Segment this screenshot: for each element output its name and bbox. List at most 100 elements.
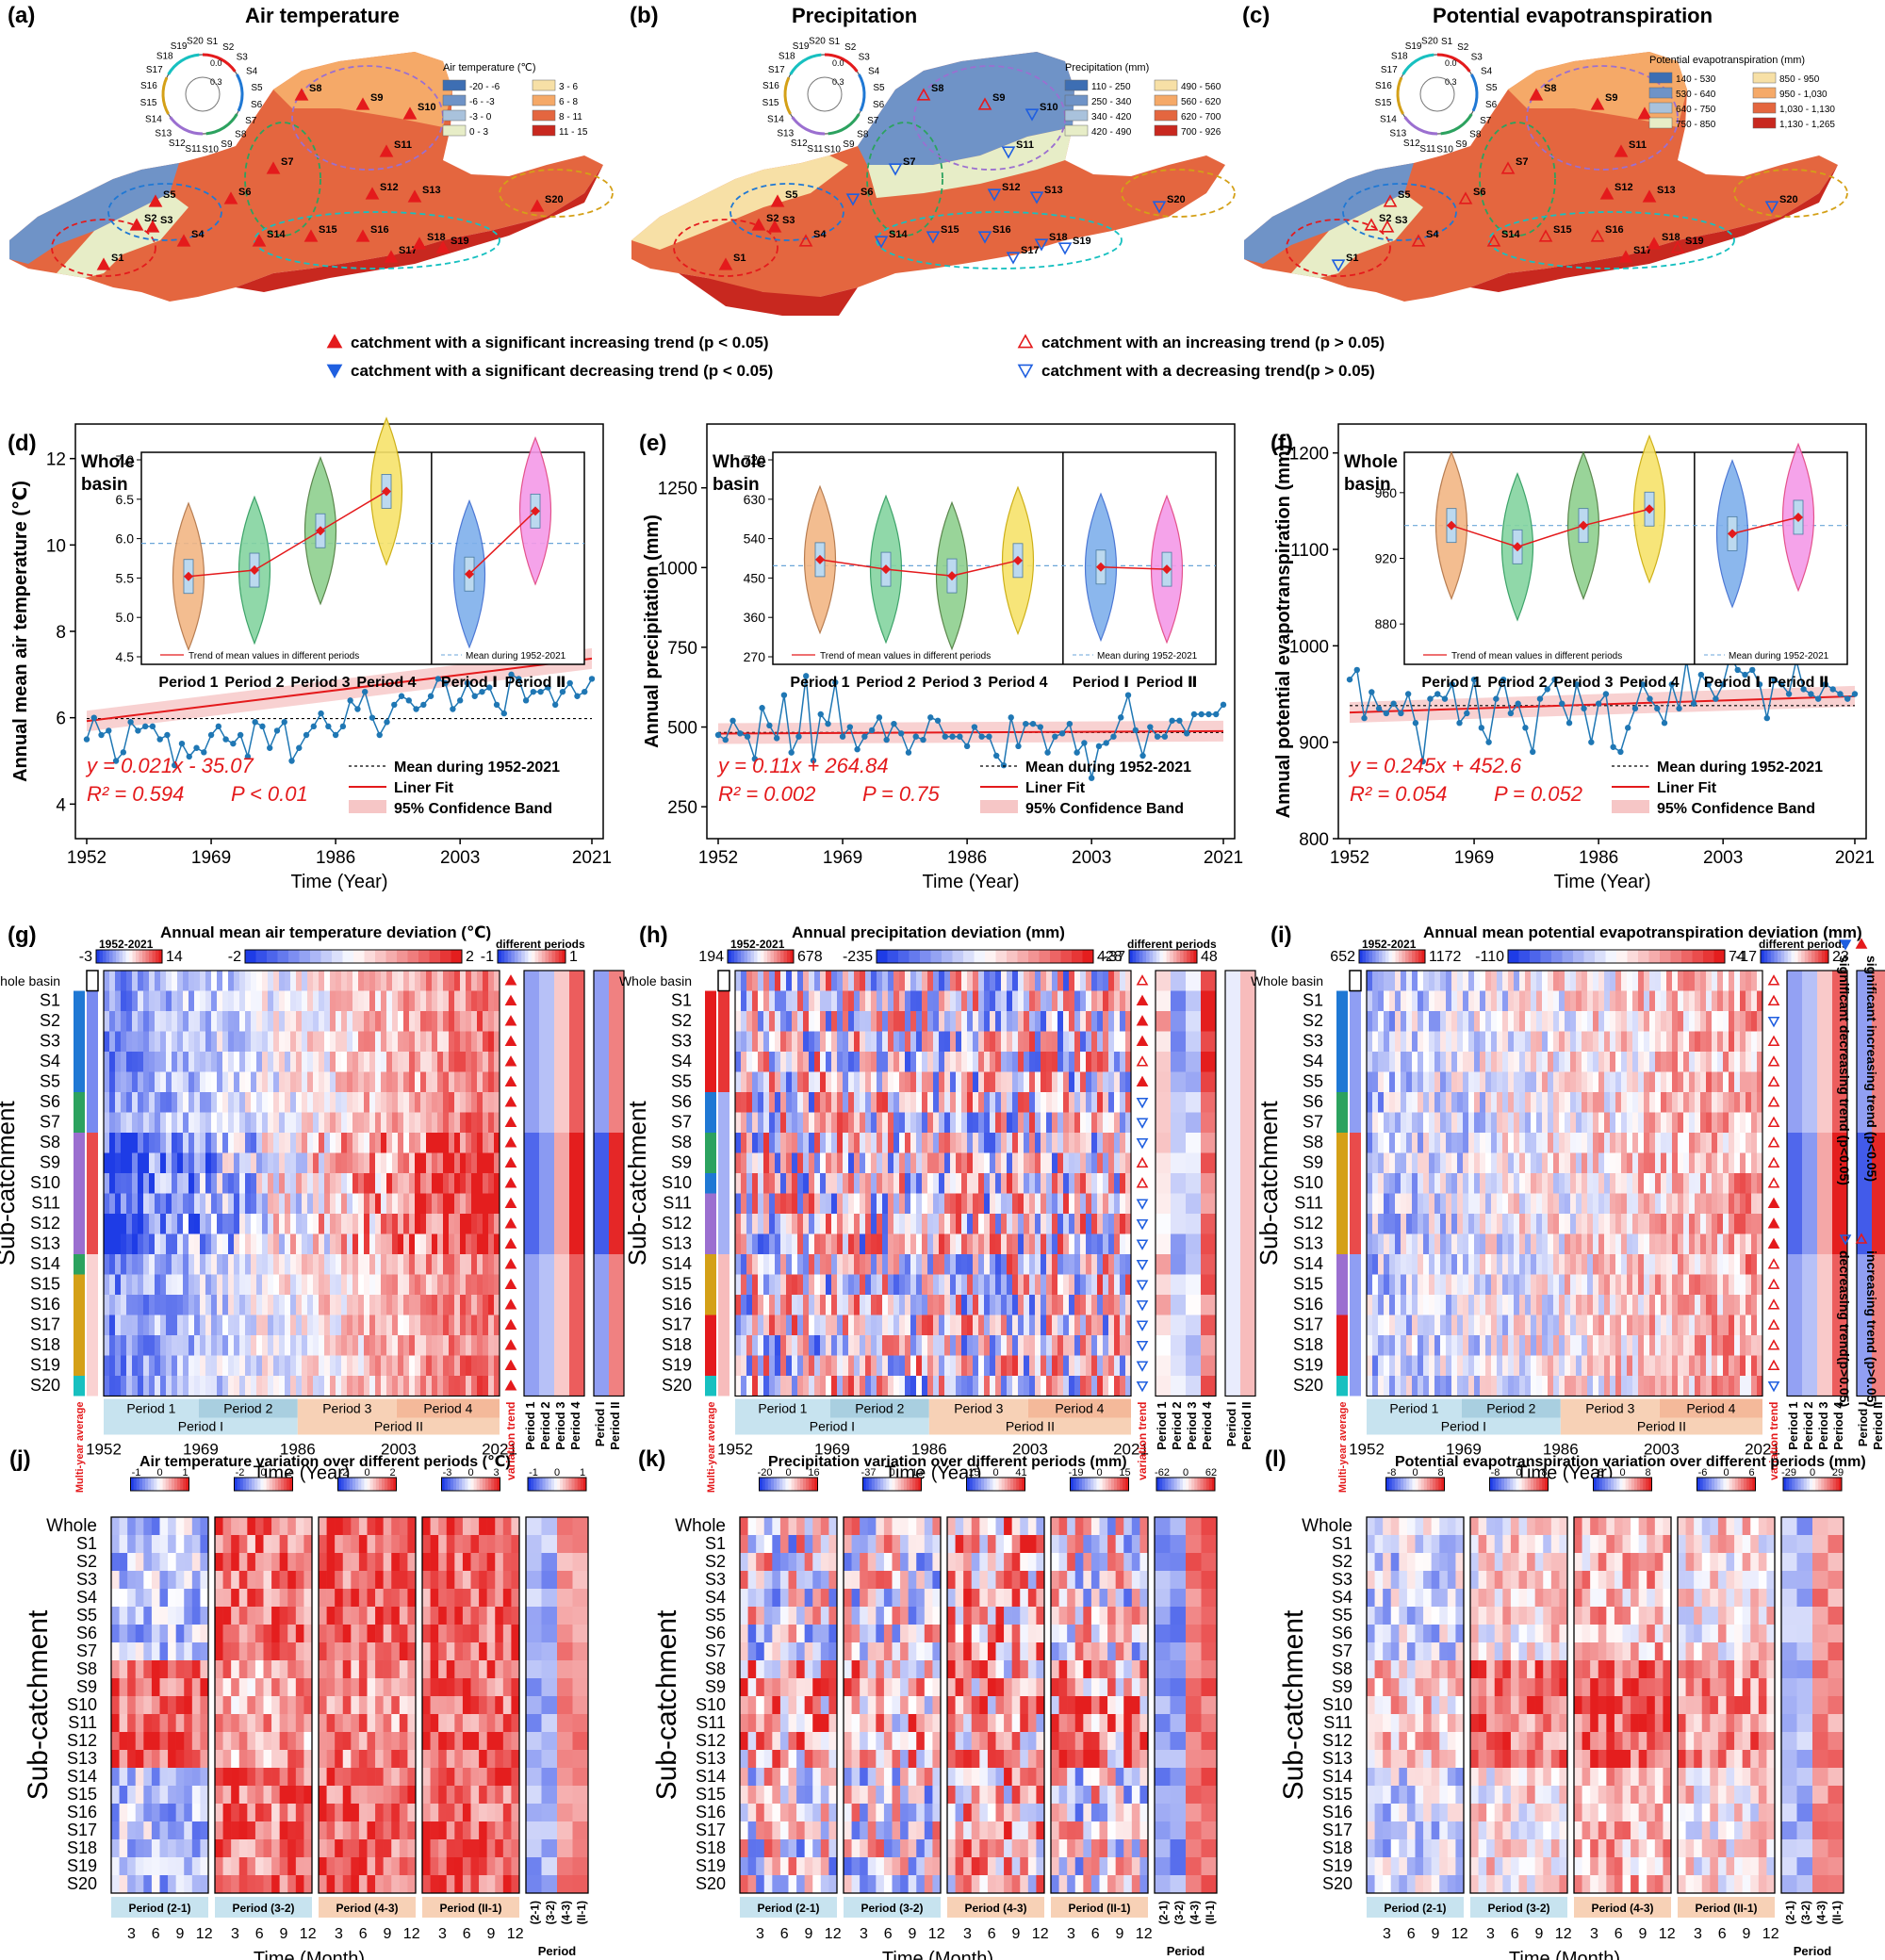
heat-cell	[1746, 971, 1752, 991]
heat-cell	[1519, 1031, 1526, 1053]
legend-swatch	[442, 124, 467, 137]
heat-cell	[854, 1355, 861, 1377]
heat-cell	[741, 1031, 747, 1053]
catchment-marker	[355, 229, 370, 242]
heat-cell	[126, 1133, 133, 1153]
colorbar-segment	[942, 950, 953, 963]
heat-cell	[950, 1071, 957, 1093]
heat-cell	[352, 971, 359, 991]
catchment-label: S19	[451, 236, 469, 247]
trend-marker	[504, 994, 517, 1006]
avg-cell	[87, 1214, 98, 1234]
dendrogram-leaf-label: S17	[146, 65, 163, 75]
cluster-cell	[74, 1335, 85, 1356]
heat-cell	[188, 1071, 195, 1093]
y-axis-title: Annual potential evapotranspiration (mm)	[1273, 445, 1294, 819]
heat-cell	[1565, 990, 1571, 1012]
heat-cell	[1514, 990, 1520, 1012]
catchment-label: S2	[144, 213, 156, 224]
heat-cell	[364, 1092, 370, 1113]
heat-cell	[177, 1274, 184, 1296]
period-cell	[1201, 1233, 1216, 1254]
inset-title: basin	[1344, 475, 1391, 495]
heat-cell	[826, 1214, 832, 1234]
heat-cell	[826, 1031, 832, 1053]
legend-swatch	[1648, 87, 1673, 99]
x-tick-label: 1952	[1330, 848, 1369, 868]
colorbar-segment	[517, 950, 522, 963]
heat-cell	[1689, 1071, 1696, 1093]
heat-cell	[882, 971, 889, 991]
heat-cell	[403, 1376, 410, 1396]
heat-cell	[741, 1376, 747, 1396]
heat-cell	[1480, 1011, 1486, 1032]
heat-cell	[1610, 1092, 1616, 1113]
heat-cell	[1029, 971, 1036, 991]
heat-cell	[1007, 1254, 1013, 1275]
heat-cell	[449, 1031, 455, 1053]
heat-cell	[995, 1133, 1002, 1153]
heat-cell	[984, 990, 991, 1012]
heat-cell	[1080, 1335, 1087, 1356]
heat-cell	[155, 990, 161, 1012]
colorbar-segment	[930, 950, 942, 963]
heat-cell	[126, 1152, 133, 1174]
heat-cell	[758, 1335, 764, 1356]
heat-cell	[769, 971, 776, 991]
heat-cell	[752, 1335, 759, 1356]
period-cell	[554, 1092, 569, 1113]
heat-cell	[837, 1355, 844, 1377]
heat-cell	[1689, 990, 1696, 1012]
cluster-cell	[705, 1193, 716, 1214]
heat-cell	[1080, 1031, 1087, 1053]
heat-cell	[460, 1233, 467, 1255]
data-point	[1074, 749, 1080, 756]
heat-cell	[1655, 1071, 1662, 1093]
heat-cell	[143, 1355, 150, 1377]
heat-cell	[483, 1233, 489, 1255]
heat-cell	[990, 1092, 996, 1113]
heat-cell	[166, 1071, 172, 1093]
legend-label: 950 - 1,030	[1779, 90, 1828, 100]
legend-label: 140 - 530	[1676, 74, 1716, 85]
avg-cell	[718, 1173, 729, 1194]
data-point	[1530, 748, 1536, 756]
colorbar-segment	[963, 950, 975, 963]
heat-cell	[409, 1011, 416, 1032]
heat-cell	[797, 1193, 804, 1215]
heat-cell	[285, 1193, 291, 1215]
heat-cell	[273, 1254, 280, 1275]
y-tick-label: 12	[46, 450, 66, 470]
heat-cell	[1598, 1011, 1605, 1032]
heat-cell	[392, 1031, 399, 1053]
catchment-marker	[1500, 161, 1516, 174]
heat-cell	[1746, 1031, 1752, 1053]
heat-cell	[432, 971, 438, 991]
heat-cell	[837, 1031, 844, 1053]
heat-cell	[916, 1315, 923, 1336]
heat-cell	[183, 1193, 189, 1215]
heat-cell	[1001, 1173, 1008, 1194]
heat-cell	[848, 1315, 855, 1336]
cluster-cell	[705, 1152, 716, 1173]
heat-cell	[984, 1112, 991, 1134]
heat-cell	[1627, 990, 1633, 1012]
heat-cell	[820, 1295, 827, 1315]
data-point	[1044, 749, 1051, 756]
heat-cell	[922, 1193, 928, 1215]
data-point	[1822, 681, 1829, 688]
heat-cell	[939, 1152, 945, 1174]
heat-cell	[1052, 1233, 1058, 1255]
data-point	[1705, 681, 1712, 688]
heat-cell	[950, 971, 957, 991]
heat-cell	[239, 1376, 246, 1396]
heat-cell	[1001, 1274, 1008, 1296]
heat-cell	[1757, 990, 1763, 1012]
heat-cell	[443, 1355, 450, 1377]
heat-cell	[1491, 1031, 1498, 1053]
heat-cell	[1666, 990, 1673, 1012]
heat-cell	[330, 990, 336, 1012]
heat-cell	[155, 1133, 161, 1153]
fit-p: P = 0.052	[1494, 782, 1582, 806]
